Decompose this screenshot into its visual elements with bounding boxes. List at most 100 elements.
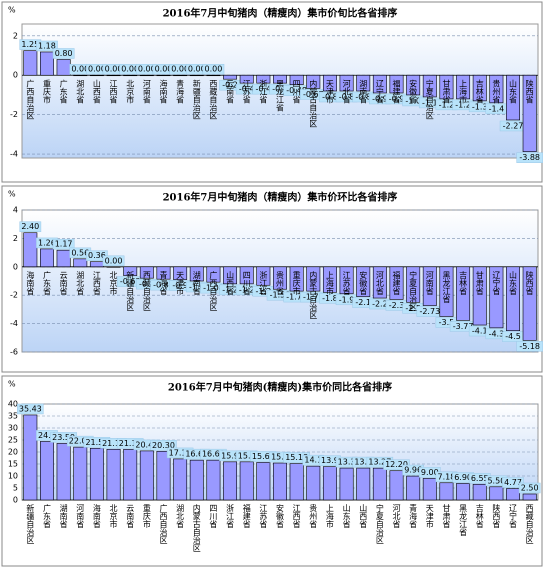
bar bbox=[422, 266, 437, 306]
bar bbox=[273, 462, 287, 501]
bar bbox=[106, 448, 121, 501]
x-tick-label: 河北省 bbox=[342, 78, 351, 104]
value-label: 13.9 bbox=[321, 456, 339, 465]
bar bbox=[472, 74, 487, 102]
value-label: 15.4 bbox=[271, 453, 289, 462]
bar bbox=[322, 266, 337, 293]
label-box bbox=[383, 459, 410, 470]
value-label: -0.8 bbox=[339, 93, 355, 102]
x-tick-label: 黑龙江省 bbox=[459, 504, 468, 537]
bar bbox=[522, 266, 537, 341]
value-label: 21.13 bbox=[102, 439, 125, 448]
value-label: -2.1 bbox=[355, 298, 371, 307]
bar bbox=[256, 462, 271, 501]
bar bbox=[56, 59, 71, 76]
bar bbox=[289, 74, 304, 85]
y-tick-label: 5 bbox=[13, 484, 18, 493]
x-tick-label: 新疆自治区 bbox=[126, 270, 135, 311]
value-label: 0.00 bbox=[205, 65, 223, 74]
value-label: -1.3 bbox=[256, 287, 272, 296]
bar bbox=[123, 74, 138, 77]
x-tick-label: 浙江省 bbox=[226, 503, 235, 529]
x-tick-label: 北京市 bbox=[126, 79, 135, 104]
value-label: 0.00 bbox=[171, 65, 189, 74]
value-label: 1.26 bbox=[38, 238, 56, 247]
y-tick-label: 15 bbox=[8, 460, 18, 469]
bar bbox=[389, 266, 404, 300]
value-label: 13.3 bbox=[338, 458, 356, 467]
value-label: -5.18 bbox=[519, 342, 540, 351]
x-tick-label: 黑龙江省 bbox=[442, 271, 451, 304]
x-tick-label: 福建省 bbox=[242, 504, 251, 529]
bar bbox=[372, 74, 387, 94]
y-tick-label: 35 bbox=[8, 412, 18, 421]
y-tick-label: 0 bbox=[13, 496, 18, 505]
label-box bbox=[516, 341, 543, 352]
value-label: -1.3 bbox=[472, 102, 488, 111]
y-tick-label: 2 bbox=[13, 234, 18, 243]
value-label: 20.30 bbox=[152, 441, 175, 450]
bar bbox=[73, 258, 88, 268]
x-tick-label: 青海省 bbox=[159, 270, 168, 296]
bar bbox=[489, 74, 504, 104]
bar bbox=[56, 443, 71, 501]
bar bbox=[189, 266, 204, 282]
value-label: 6.55 bbox=[471, 474, 489, 483]
x-tick-label: 内蒙古自治区 bbox=[192, 503, 201, 552]
bar bbox=[273, 74, 287, 84]
value-label: 0.00 bbox=[155, 65, 173, 74]
value-label: -0.8 bbox=[139, 280, 155, 289]
x-tick-label: 湖北省 bbox=[176, 504, 185, 529]
x-tick-label: 江西省 bbox=[92, 271, 101, 296]
value-label: -1.71 bbox=[286, 293, 307, 302]
bar bbox=[306, 465, 321, 501]
x-tick-label: 北京市 bbox=[109, 504, 118, 529]
x-tick-label: 江苏省 bbox=[242, 79, 251, 104]
value-label: 21.10 bbox=[119, 439, 142, 448]
bar bbox=[73, 446, 88, 501]
x-tick-label: 陕西省 bbox=[492, 503, 501, 529]
value-label: -2.2 bbox=[372, 300, 388, 309]
bar bbox=[40, 248, 54, 268]
x-tick-label: 江西省 bbox=[109, 79, 118, 104]
x-tick-label: 广东省 bbox=[59, 78, 68, 104]
x-tick-label: 河北省 bbox=[375, 270, 384, 296]
x-tick-label: 重庆市 bbox=[292, 270, 301, 296]
value-label: -0.4 bbox=[239, 85, 255, 94]
value-label: -1.2 bbox=[222, 285, 238, 294]
x-tick-label: 安徽省 bbox=[276, 503, 285, 529]
x-tick-label: 云南省 bbox=[226, 79, 235, 104]
x-tick-label: 西藏自治区 bbox=[209, 79, 218, 119]
value-label: -1.4 bbox=[489, 104, 505, 113]
bar bbox=[372, 266, 387, 299]
value-label: 35.43 bbox=[19, 404, 42, 413]
x-tick-label: 陕西省 bbox=[525, 270, 534, 296]
bar bbox=[173, 458, 188, 501]
x-tick-label: 山西省 bbox=[92, 78, 101, 104]
bar bbox=[406, 475, 421, 501]
x-tick-label: 湖北省 bbox=[76, 271, 85, 296]
bar bbox=[506, 266, 520, 331]
bar bbox=[289, 266, 304, 292]
bar bbox=[439, 266, 454, 317]
value-label: -0.48 bbox=[286, 86, 307, 95]
value-label: -1.9 bbox=[339, 295, 355, 304]
bar bbox=[156, 266, 171, 280]
y-tick-label: 0 bbox=[13, 71, 18, 80]
x-tick-label: 天津市 bbox=[176, 271, 185, 296]
bar bbox=[522, 74, 537, 152]
x-tick-label: 湖南省 bbox=[359, 79, 368, 104]
x-tick-label: 江西省 bbox=[292, 504, 301, 529]
x-tick-label: 福建省 bbox=[392, 271, 401, 296]
value-label: 20.45 bbox=[135, 440, 158, 449]
bar bbox=[456, 74, 471, 100]
x-tick-label: 新疆自治区 bbox=[26, 503, 35, 544]
value-label: 0.00 bbox=[138, 65, 156, 74]
value-label: -1.2 bbox=[455, 100, 471, 109]
value-label: 14.1 bbox=[304, 456, 322, 465]
label-box bbox=[202, 63, 225, 75]
x-tick-label: 贵州省 bbox=[276, 270, 285, 296]
label-box bbox=[518, 482, 541, 494]
